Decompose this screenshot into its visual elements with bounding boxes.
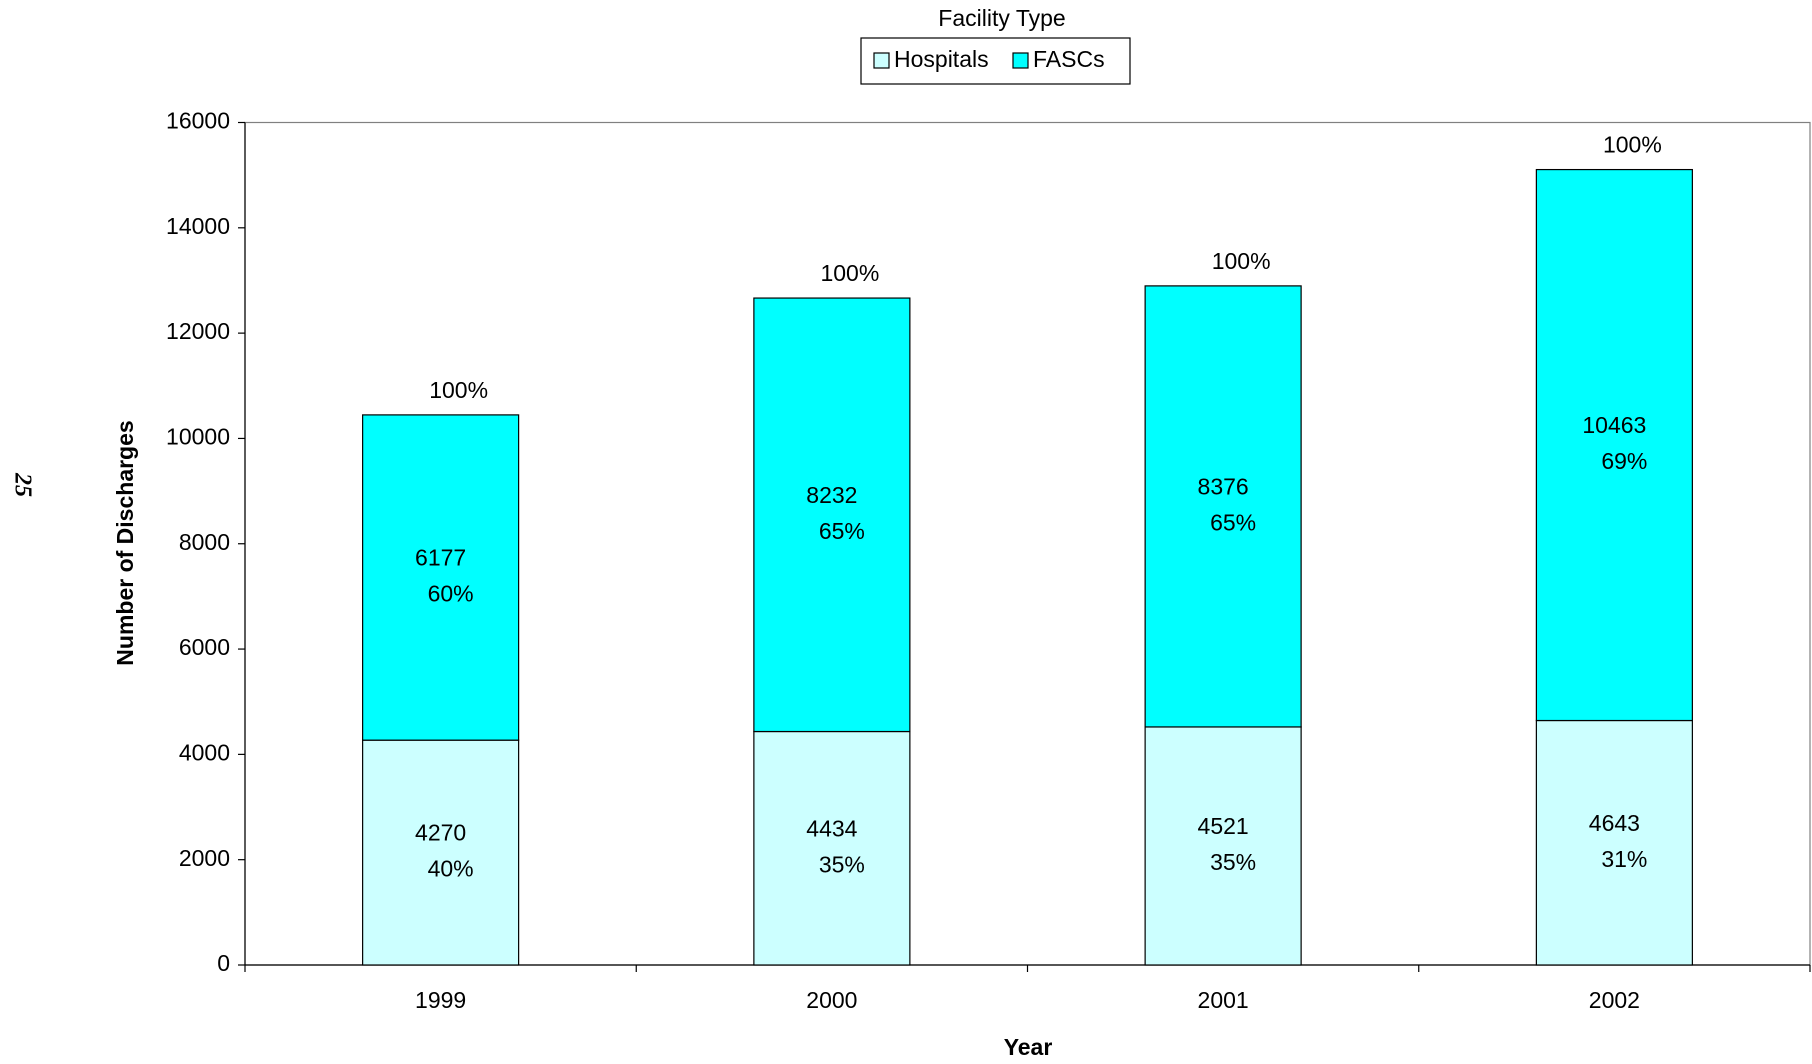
legend-label: FASCs: [1033, 46, 1105, 72]
y-tick-label: 14000: [166, 213, 230, 239]
bar-segment: [362, 739, 520, 966]
bar-segment: [753, 730, 911, 966]
percent-label: 35%: [819, 851, 865, 877]
y-tick-label: 16000: [166, 108, 230, 134]
percent-label: 65%: [819, 518, 865, 544]
y-tick-label: 12000: [166, 318, 230, 344]
legend-box: [860, 37, 1131, 85]
bar-segment: [1535, 168, 1693, 722]
value-label: 4521: [1198, 813, 1249, 839]
y-tick-label: 0: [217, 950, 230, 976]
legend-title: Facility Type: [938, 5, 1065, 31]
legend-label: Hospitals: [894, 46, 989, 72]
x-axis-label: Year: [1004, 1034, 1053, 1060]
value-label: 8232: [806, 482, 857, 508]
y-tick-label: 4000: [179, 739, 230, 765]
value-label: 4643: [1589, 810, 1640, 836]
x-tick-label: 2001: [1198, 987, 1249, 1013]
value-label: 6177: [415, 545, 466, 571]
x-tick-label: 1999: [415, 987, 466, 1013]
bar-segment: [362, 414, 520, 741]
total-label: 100%: [1603, 132, 1662, 158]
value-label: 10463: [1582, 412, 1646, 438]
value-label: 4434: [806, 815, 857, 841]
total-label: 100%: [1212, 248, 1271, 274]
percent-label: 31%: [1601, 846, 1647, 872]
legend-swatch: [873, 52, 890, 69]
y-tick-label: 10000: [166, 424, 230, 450]
y-tick-label: 2000: [179, 845, 230, 871]
x-tick-label: 2002: [1589, 987, 1640, 1013]
bar-segment: [1144, 285, 1302, 728]
value-label: 8376: [1198, 473, 1249, 499]
total-label: 100%: [820, 260, 879, 286]
bar-segment: [1144, 726, 1302, 966]
bar-segment: [1535, 719, 1693, 966]
bar-segment: [753, 297, 911, 733]
y-tick-label: 6000: [179, 634, 230, 660]
y-axis-label: Number of Discharges: [112, 420, 138, 665]
page-number: 25: [9, 472, 35, 497]
x-tick-label: 2000: [806, 987, 857, 1013]
percent-label: 35%: [1210, 849, 1256, 875]
percent-label: 60%: [428, 581, 474, 607]
value-label: 4270: [415, 820, 466, 846]
percent-label: 69%: [1601, 448, 1647, 474]
legend-swatch: [1012, 52, 1029, 69]
percent-label: 65%: [1210, 509, 1256, 535]
percent-label: 40%: [428, 856, 474, 882]
y-tick-label: 8000: [179, 529, 230, 555]
total-label: 100%: [429, 377, 488, 403]
